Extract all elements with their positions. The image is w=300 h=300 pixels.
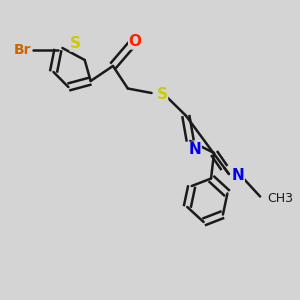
Text: S: S xyxy=(70,36,81,51)
Text: N: N xyxy=(231,168,244,183)
Text: S: S xyxy=(157,87,167,102)
Text: Br: Br xyxy=(14,43,31,56)
Text: O: O xyxy=(129,34,142,49)
Text: CH3: CH3 xyxy=(268,191,293,205)
Text: N: N xyxy=(188,142,201,158)
